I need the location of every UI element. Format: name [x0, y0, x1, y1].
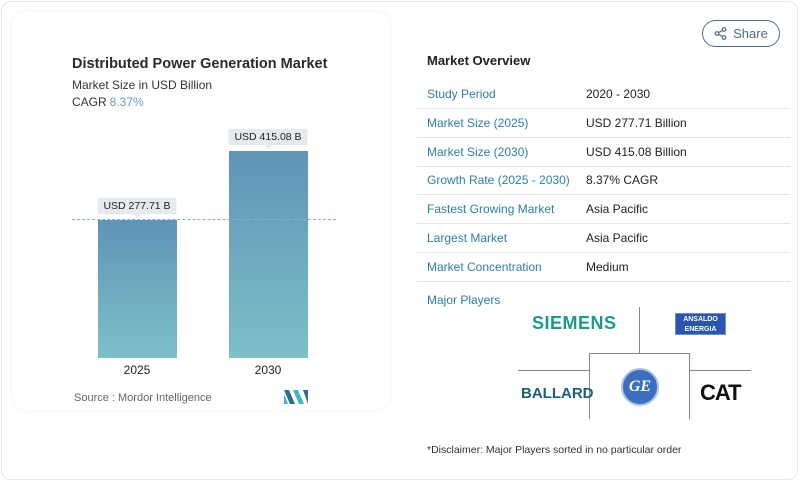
x-tick-label: 2025 — [123, 363, 151, 377]
overview-row: Growth Rate (2025 - 2030) 8.37% CAGR — [417, 166, 790, 196]
overview-row: Market Concentration Medium — [417, 253, 790, 282]
cagr: CAGR 8.37% — [72, 95, 144, 109]
ge-logo: GE — [621, 368, 659, 406]
major-players-label: Major Players — [427, 293, 501, 307]
row-label: Market Size (2030) — [427, 144, 529, 159]
row-value: Asia Pacific — [586, 202, 649, 217]
row-label: Fastest Growing Market — [427, 202, 555, 217]
ballard-logo: BALLARD — [521, 385, 594, 402]
row-label: Study Period — [427, 87, 496, 101]
row-label: Market Size (2025) — [427, 115, 529, 130]
cagr-label: CAGR — [72, 95, 107, 109]
cagr-value: 8.37% — [109, 95, 144, 109]
row-value: Asia Pacific — [586, 231, 649, 245]
divider — [639, 307, 640, 353]
chart-card — [12, 12, 390, 410]
source-text: Source : Mordor Intelligence — [74, 392, 212, 404]
row-label: Market Concentration — [427, 259, 542, 274]
row-value: USD 277.71 Billion — [586, 115, 687, 130]
row-value: 2020 - 2030 — [586, 87, 651, 101]
divider — [518, 370, 590, 371]
overview-row: Largest Market Asia Pacific — [417, 224, 790, 253]
chart-subtitle: Market Size in USD Billion — [72, 78, 213, 92]
share-button[interactable]: Share — [702, 20, 780, 47]
row-value: USD 415.08 Billion — [586, 144, 687, 159]
share-icon — [714, 27, 727, 40]
row-label: Largest Market — [427, 231, 508, 245]
overview-row: Market Size (2030) USD 415.08 Billion — [417, 138, 790, 167]
bar-data-label: USD 277.71 B — [97, 197, 177, 218]
bar-data-label: USD 415.08 B — [228, 129, 308, 149]
overview-row: Study Period 2020 - 2030 — [417, 80, 790, 109]
x-tick-label: 2030 — [254, 363, 282, 377]
bar-2030 — [229, 151, 308, 358]
overview-title: Market Overview — [427, 53, 531, 68]
cat-logo: CAT — [700, 380, 742, 405]
row-label: Growth Rate (2025 - 2030) — [427, 173, 570, 188]
overview-row: Market Size (2025) USD 277.71 Billion — [417, 109, 790, 138]
row-value: Medium — [586, 259, 629, 274]
ansaldo-logo: ANSALDO ENERGIA — [675, 313, 726, 335]
row-value: 8.37% CAGR — [586, 173, 659, 188]
divider — [689, 370, 751, 371]
siemens-logo: SIEMENS — [532, 313, 617, 333]
share-label: Share — [733, 26, 768, 41]
chart-title: Distributed Power Generation Market — [72, 56, 328, 72]
mordor-logo-icon — [284, 390, 308, 404]
ge-box — [589, 353, 690, 419]
bar-2025 — [98, 219, 177, 358]
disclaimer: *Disclaimer: Major Players sorted in no … — [427, 444, 682, 456]
reference-line — [72, 219, 336, 220]
overview-row: Fastest Growing Market Asia Pacific — [417, 195, 790, 225]
